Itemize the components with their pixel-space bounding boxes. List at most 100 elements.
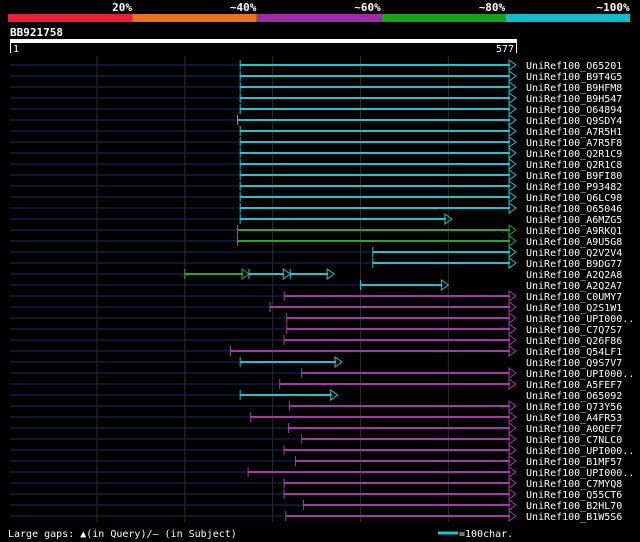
hit-label[interactable]: UniRef100_B1W5S6 bbox=[526, 512, 622, 523]
hit-row[interactable]: UniRef100_C7Q7S7 bbox=[10, 323, 622, 336]
hit-row[interactable]: UniRef100_UPI000.. bbox=[10, 466, 634, 479]
hit-label[interactable]: UniRef100_A9U5G8 bbox=[526, 237, 622, 248]
hit-row[interactable]: UniRef100_P93482 bbox=[10, 180, 622, 193]
hit-row[interactable]: UniRef100_Q6LC98 bbox=[10, 191, 622, 204]
hit-label[interactable]: UniRef100_Q2R1C9 bbox=[526, 149, 622, 160]
hit-row[interactable]: UniRef100_B9HFM8 bbox=[10, 81, 622, 94]
hit-row[interactable]: UniRef100_Q54LF1 bbox=[10, 345, 622, 358]
hit-label[interactable]: UniRef100_Q9SDY4 bbox=[526, 116, 622, 127]
segment-end-arrow bbox=[508, 158, 517, 170]
hit-label[interactable]: UniRef100_A4FR53 bbox=[526, 413, 622, 424]
hit-row[interactable]: UniRef100_A9U5G8 bbox=[10, 235, 622, 248]
hit-label[interactable]: UniRef100_A9RKQ1 bbox=[526, 226, 622, 237]
hit-row[interactable]: UniRef100_B9FI80 bbox=[10, 169, 622, 182]
hit-label[interactable]: UniRef100_Q2V2V4 bbox=[526, 248, 622, 259]
hit-label[interactable]: UniRef100_C7Q7S7 bbox=[526, 325, 622, 336]
colorbar-segment bbox=[132, 14, 257, 22]
hit-row[interactable]: UniRef100_Q73Y56 bbox=[10, 400, 622, 413]
hit-label[interactable]: UniRef100_Q9S7V7 bbox=[526, 358, 622, 369]
hit-row[interactable]: UniRef100_Q9SDY4 bbox=[10, 114, 622, 127]
hit-label[interactable]: UniRef100_C7MYQ8 bbox=[526, 479, 622, 490]
hit-row[interactable]: UniRef100_B9DG77 bbox=[10, 257, 622, 270]
hit-row[interactable]: UniRef100_O64894 bbox=[10, 103, 622, 116]
hit-row[interactable]: UniRef100_O65201 bbox=[10, 59, 622, 72]
hit-label[interactable]: UniRef100_Q55CT6 bbox=[526, 490, 622, 501]
segment-end-arrow bbox=[508, 224, 517, 236]
hit-label[interactable]: UniRef100_UPI000.. bbox=[526, 468, 634, 479]
hit-row[interactable]: UniRef100_A9RKQ1 bbox=[10, 224, 622, 237]
hit-row[interactable]: UniRef100_C0UMY7 bbox=[10, 290, 622, 303]
hit-row[interactable]: UniRef100_A0QEF7 bbox=[10, 422, 622, 435]
hit-label[interactable]: UniRef100_Q2R1C8 bbox=[526, 160, 622, 171]
segment-end-arrow bbox=[241, 268, 250, 280]
hit-label[interactable]: UniRef100_A6MZG5 bbox=[526, 215, 622, 226]
hit-label[interactable]: UniRef100_A2Q2A7 bbox=[526, 281, 622, 292]
hit-row[interactable]: UniRef100_B2HL70 bbox=[10, 499, 622, 512]
hit-row[interactable]: UniRef100_O65092 bbox=[10, 389, 622, 402]
hit-row[interactable]: UniRef100_B1MF57 bbox=[10, 455, 622, 468]
hit-row[interactable]: UniRef100_O65046 bbox=[10, 202, 622, 215]
segment-end-arrow bbox=[508, 70, 517, 82]
ruler-start-label: 1 bbox=[13, 44, 19, 55]
hit-label[interactable]: UniRef100_B9T4G5 bbox=[526, 72, 622, 83]
hit-row[interactable]: UniRef100_C7NLC0 bbox=[10, 433, 622, 446]
hit-label[interactable]: UniRef100_C0UMY7 bbox=[526, 292, 622, 303]
segment-end-arrow bbox=[508, 477, 517, 489]
hit-label[interactable]: UniRef100_Q73Y56 bbox=[526, 402, 622, 413]
segment-end-arrow bbox=[330, 389, 339, 401]
segment-end-arrow bbox=[508, 312, 517, 324]
hit-label[interactable]: UniRef100_O64894 bbox=[526, 105, 622, 116]
segment-end-arrow bbox=[508, 191, 517, 203]
hit-label[interactable]: UniRef100_O65201 bbox=[526, 61, 622, 72]
hit-label[interactable]: UniRef100_UPI000.. bbox=[526, 314, 634, 325]
hit-row[interactable]: UniRef100_A4FR53 bbox=[10, 411, 622, 424]
colorbar-label: ~100% bbox=[596, 1, 629, 14]
hit-label[interactable]: UniRef100_B9FI80 bbox=[526, 171, 622, 182]
hit-row[interactable]: UniRef100_Q55CT6 bbox=[10, 488, 622, 501]
hit-row[interactable]: UniRef100_Q2R1C9 bbox=[10, 147, 622, 160]
hit-row[interactable]: UniRef100_UPI000.. bbox=[10, 444, 634, 457]
hit-label[interactable]: UniRef100_B9H547 bbox=[526, 94, 622, 105]
hit-row[interactable]: UniRef100_A7R5H1 bbox=[10, 125, 622, 138]
colorbar-label: ~60% bbox=[354, 1, 381, 14]
hit-label[interactable]: UniRef100_UPI000.. bbox=[526, 369, 634, 380]
hit-row[interactable]: UniRef100_Q26F86 bbox=[10, 334, 622, 347]
hit-label[interactable]: UniRef100_B1MF57 bbox=[526, 457, 622, 468]
hit-row[interactable]: UniRef100_Q2S1W1 bbox=[10, 301, 622, 314]
hit-label[interactable]: UniRef100_A7R5H1 bbox=[526, 127, 622, 138]
hit-row[interactable]: UniRef100_B9H547 bbox=[10, 92, 622, 105]
hit-row[interactable]: UniRef100_UPI000.. bbox=[10, 312, 634, 325]
hit-row[interactable]: UniRef100_Q2V2V4 bbox=[10, 246, 622, 259]
hit-row[interactable]: UniRef100_C7MYQ8 bbox=[10, 477, 622, 490]
hit-row[interactable]: UniRef100_B9T4G5 bbox=[10, 70, 622, 83]
hit-row[interactable]: UniRef100_Q2R1C8 bbox=[10, 158, 622, 171]
hit-row[interactable]: UniRef100_UPI000.. bbox=[10, 367, 634, 380]
hit-label[interactable]: UniRef100_B9HFM8 bbox=[526, 83, 622, 94]
grid-lines bbox=[96, 56, 449, 522]
hit-label[interactable]: UniRef100_B2HL70 bbox=[526, 501, 622, 512]
hit-label[interactable]: UniRef100_UPI000.. bbox=[526, 446, 634, 457]
hit-row[interactable]: UniRef100_A5FEF7 bbox=[10, 378, 622, 391]
hit-row[interactable]: UniRef100_A6MZG5 bbox=[10, 213, 622, 226]
hit-row[interactable]: UniRef100_Q9S7V7 bbox=[10, 356, 622, 369]
hit-label[interactable]: UniRef100_A5FEF7 bbox=[526, 380, 622, 391]
hit-label[interactable]: UniRef100_C7NLC0 bbox=[526, 435, 622, 446]
hit-row[interactable]: UniRef100_A2Q2A7 bbox=[10, 279, 622, 292]
hit-label[interactable]: UniRef100_P93482 bbox=[526, 182, 622, 193]
segment-end-arrow bbox=[508, 92, 517, 104]
hit-label[interactable]: UniRef100_A2Q2A8 bbox=[526, 270, 622, 281]
segment-end-arrow bbox=[508, 246, 517, 258]
hit-label[interactable]: UniRef100_Q26F86 bbox=[526, 336, 622, 347]
hit-row[interactable]: UniRef100_B1W5S6 bbox=[10, 510, 622, 523]
hit-label[interactable]: UniRef100_Q2S1W1 bbox=[526, 303, 622, 314]
hit-row[interactable]: UniRef100_A2Q2A8 bbox=[10, 268, 622, 281]
hit-label[interactable]: UniRef100_A0QEF7 bbox=[526, 424, 622, 435]
hit-label[interactable]: UniRef100_B9DG77 bbox=[526, 259, 622, 270]
hit-label[interactable]: UniRef100_Q54LF1 bbox=[526, 347, 622, 358]
colorbar-label: ~40% bbox=[230, 1, 257, 14]
hit-label[interactable]: UniRef100_Q6LC98 bbox=[526, 193, 622, 204]
hit-label[interactable]: UniRef100_A7R5F8 bbox=[526, 138, 622, 149]
hit-row[interactable]: UniRef100_A7R5F8 bbox=[10, 136, 622, 149]
hit-label[interactable]: UniRef100_O65092 bbox=[526, 391, 622, 402]
hit-label[interactable]: UniRef100_O65046 bbox=[526, 204, 622, 215]
